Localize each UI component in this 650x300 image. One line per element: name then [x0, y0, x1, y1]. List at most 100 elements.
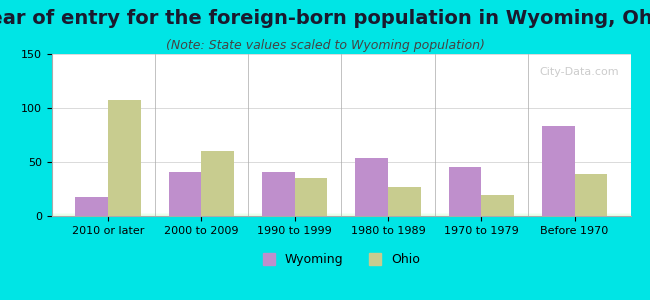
Bar	[52, 171, 630, 214]
Bar	[52, 57, 630, 213]
Bar	[52, 62, 630, 213]
Bar	[575, 174, 607, 216]
Bar	[52, 96, 630, 213]
Bar	[52, 77, 630, 213]
Bar	[52, 106, 630, 213]
Bar	[168, 172, 202, 216]
Legend: Wyoming, Ohio: Wyoming, Ohio	[257, 248, 425, 271]
Bar	[52, 119, 630, 213]
Bar	[52, 172, 630, 214]
Bar	[52, 164, 630, 214]
Bar	[52, 130, 630, 214]
Bar	[52, 75, 630, 213]
Bar	[52, 161, 630, 214]
Bar	[52, 159, 630, 214]
Text: (Note: State values scaled to Wyoming population): (Note: State values scaled to Wyoming po…	[166, 39, 484, 52]
Bar	[52, 163, 630, 214]
Bar	[52, 192, 630, 214]
Bar	[75, 196, 108, 216]
Bar	[52, 112, 630, 213]
Bar	[52, 104, 630, 213]
Bar	[52, 61, 630, 213]
Bar	[52, 156, 630, 214]
Bar	[52, 205, 630, 214]
Bar	[52, 142, 630, 214]
Bar	[52, 176, 630, 214]
Bar	[52, 184, 630, 214]
Text: City-Data.com: City-Data.com	[540, 67, 619, 77]
Bar	[52, 117, 630, 213]
Bar	[52, 145, 630, 214]
Bar	[52, 209, 630, 214]
Bar	[52, 200, 630, 214]
Bar	[52, 127, 630, 214]
Bar	[52, 153, 630, 214]
Bar	[52, 74, 630, 213]
Bar	[52, 122, 630, 213]
Bar	[52, 93, 630, 213]
Bar	[262, 172, 294, 216]
Bar	[52, 158, 630, 214]
Bar	[52, 177, 630, 214]
Bar	[52, 64, 630, 213]
Bar	[108, 100, 140, 216]
Bar	[52, 85, 630, 213]
Bar	[52, 203, 630, 214]
Bar	[52, 140, 630, 214]
Bar	[52, 70, 630, 213]
Bar	[52, 82, 630, 213]
Bar	[52, 114, 630, 213]
Bar	[52, 59, 630, 213]
Bar	[52, 116, 630, 213]
Bar	[52, 167, 630, 214]
Bar	[52, 174, 630, 214]
Bar	[388, 187, 421, 216]
Bar	[52, 88, 630, 213]
Bar	[52, 136, 630, 214]
Bar	[52, 111, 630, 213]
Bar	[52, 67, 630, 213]
Bar	[52, 187, 630, 214]
Bar	[52, 69, 630, 213]
Bar	[52, 213, 630, 214]
Bar	[52, 201, 630, 214]
Bar	[52, 98, 630, 213]
Bar	[52, 135, 630, 214]
Bar	[52, 56, 630, 213]
Bar	[52, 120, 630, 213]
Bar	[52, 101, 630, 213]
Bar	[202, 151, 234, 216]
Bar	[52, 190, 630, 214]
Bar	[52, 211, 630, 214]
Bar	[52, 128, 630, 214]
Bar	[448, 167, 481, 216]
Bar	[52, 90, 630, 213]
Bar	[52, 125, 630, 214]
Bar	[52, 148, 630, 214]
Bar	[52, 103, 630, 213]
Bar	[52, 188, 630, 214]
Bar	[52, 150, 630, 214]
Bar	[52, 132, 630, 214]
Bar	[52, 72, 630, 213]
Bar	[52, 99, 630, 213]
Bar	[52, 169, 630, 214]
Bar	[52, 185, 630, 214]
Bar	[52, 134, 630, 214]
Bar	[356, 158, 388, 216]
Bar	[52, 166, 630, 214]
Bar	[52, 83, 630, 213]
Bar	[52, 196, 630, 214]
Bar	[542, 126, 575, 216]
Text: Year of entry for the foreign-born population in Wyoming, Ohio: Year of entry for the foreign-born popul…	[0, 9, 650, 28]
Bar	[52, 154, 630, 214]
Bar	[52, 78, 630, 213]
Bar	[52, 206, 630, 214]
Bar	[52, 138, 630, 214]
Bar	[52, 146, 630, 214]
Bar	[52, 91, 630, 213]
Bar	[52, 107, 630, 213]
Bar	[52, 195, 630, 214]
Bar	[52, 198, 630, 214]
Bar	[52, 65, 630, 213]
